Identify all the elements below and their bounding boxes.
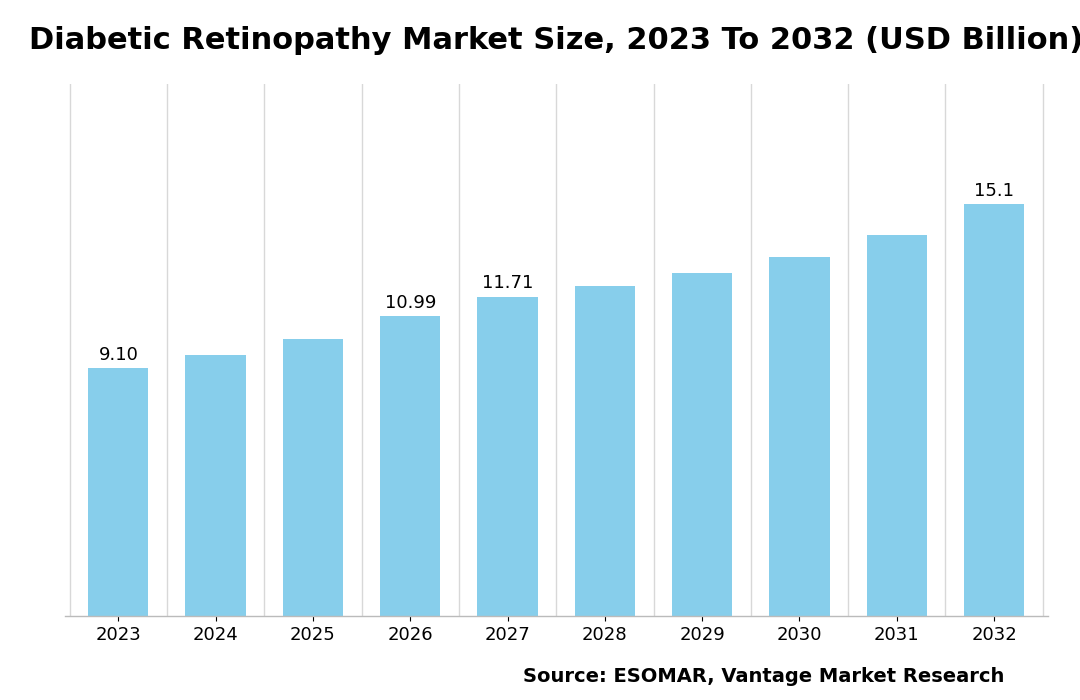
Bar	[477, 297, 538, 616]
Bar	[672, 273, 732, 616]
Title: Diabetic Retinopathy Market Size, 2023 To 2032 (USD Billion): Diabetic Retinopathy Market Size, 2023 T…	[29, 27, 1080, 55]
Bar	[575, 286, 635, 616]
Bar	[283, 340, 343, 616]
Text: 11.71: 11.71	[482, 274, 534, 293]
Text: 9.10: 9.10	[98, 346, 138, 363]
Bar	[380, 316, 441, 616]
Bar	[186, 355, 246, 616]
Bar	[89, 368, 148, 616]
Text: Source: ESOMAR, Vantage Market Research: Source: ESOMAR, Vantage Market Research	[523, 667, 1004, 686]
Text: 15.1: 15.1	[974, 182, 1014, 200]
Bar	[964, 204, 1024, 616]
Bar	[866, 235, 927, 616]
Bar	[769, 257, 829, 616]
Text: 10.99: 10.99	[384, 294, 436, 312]
